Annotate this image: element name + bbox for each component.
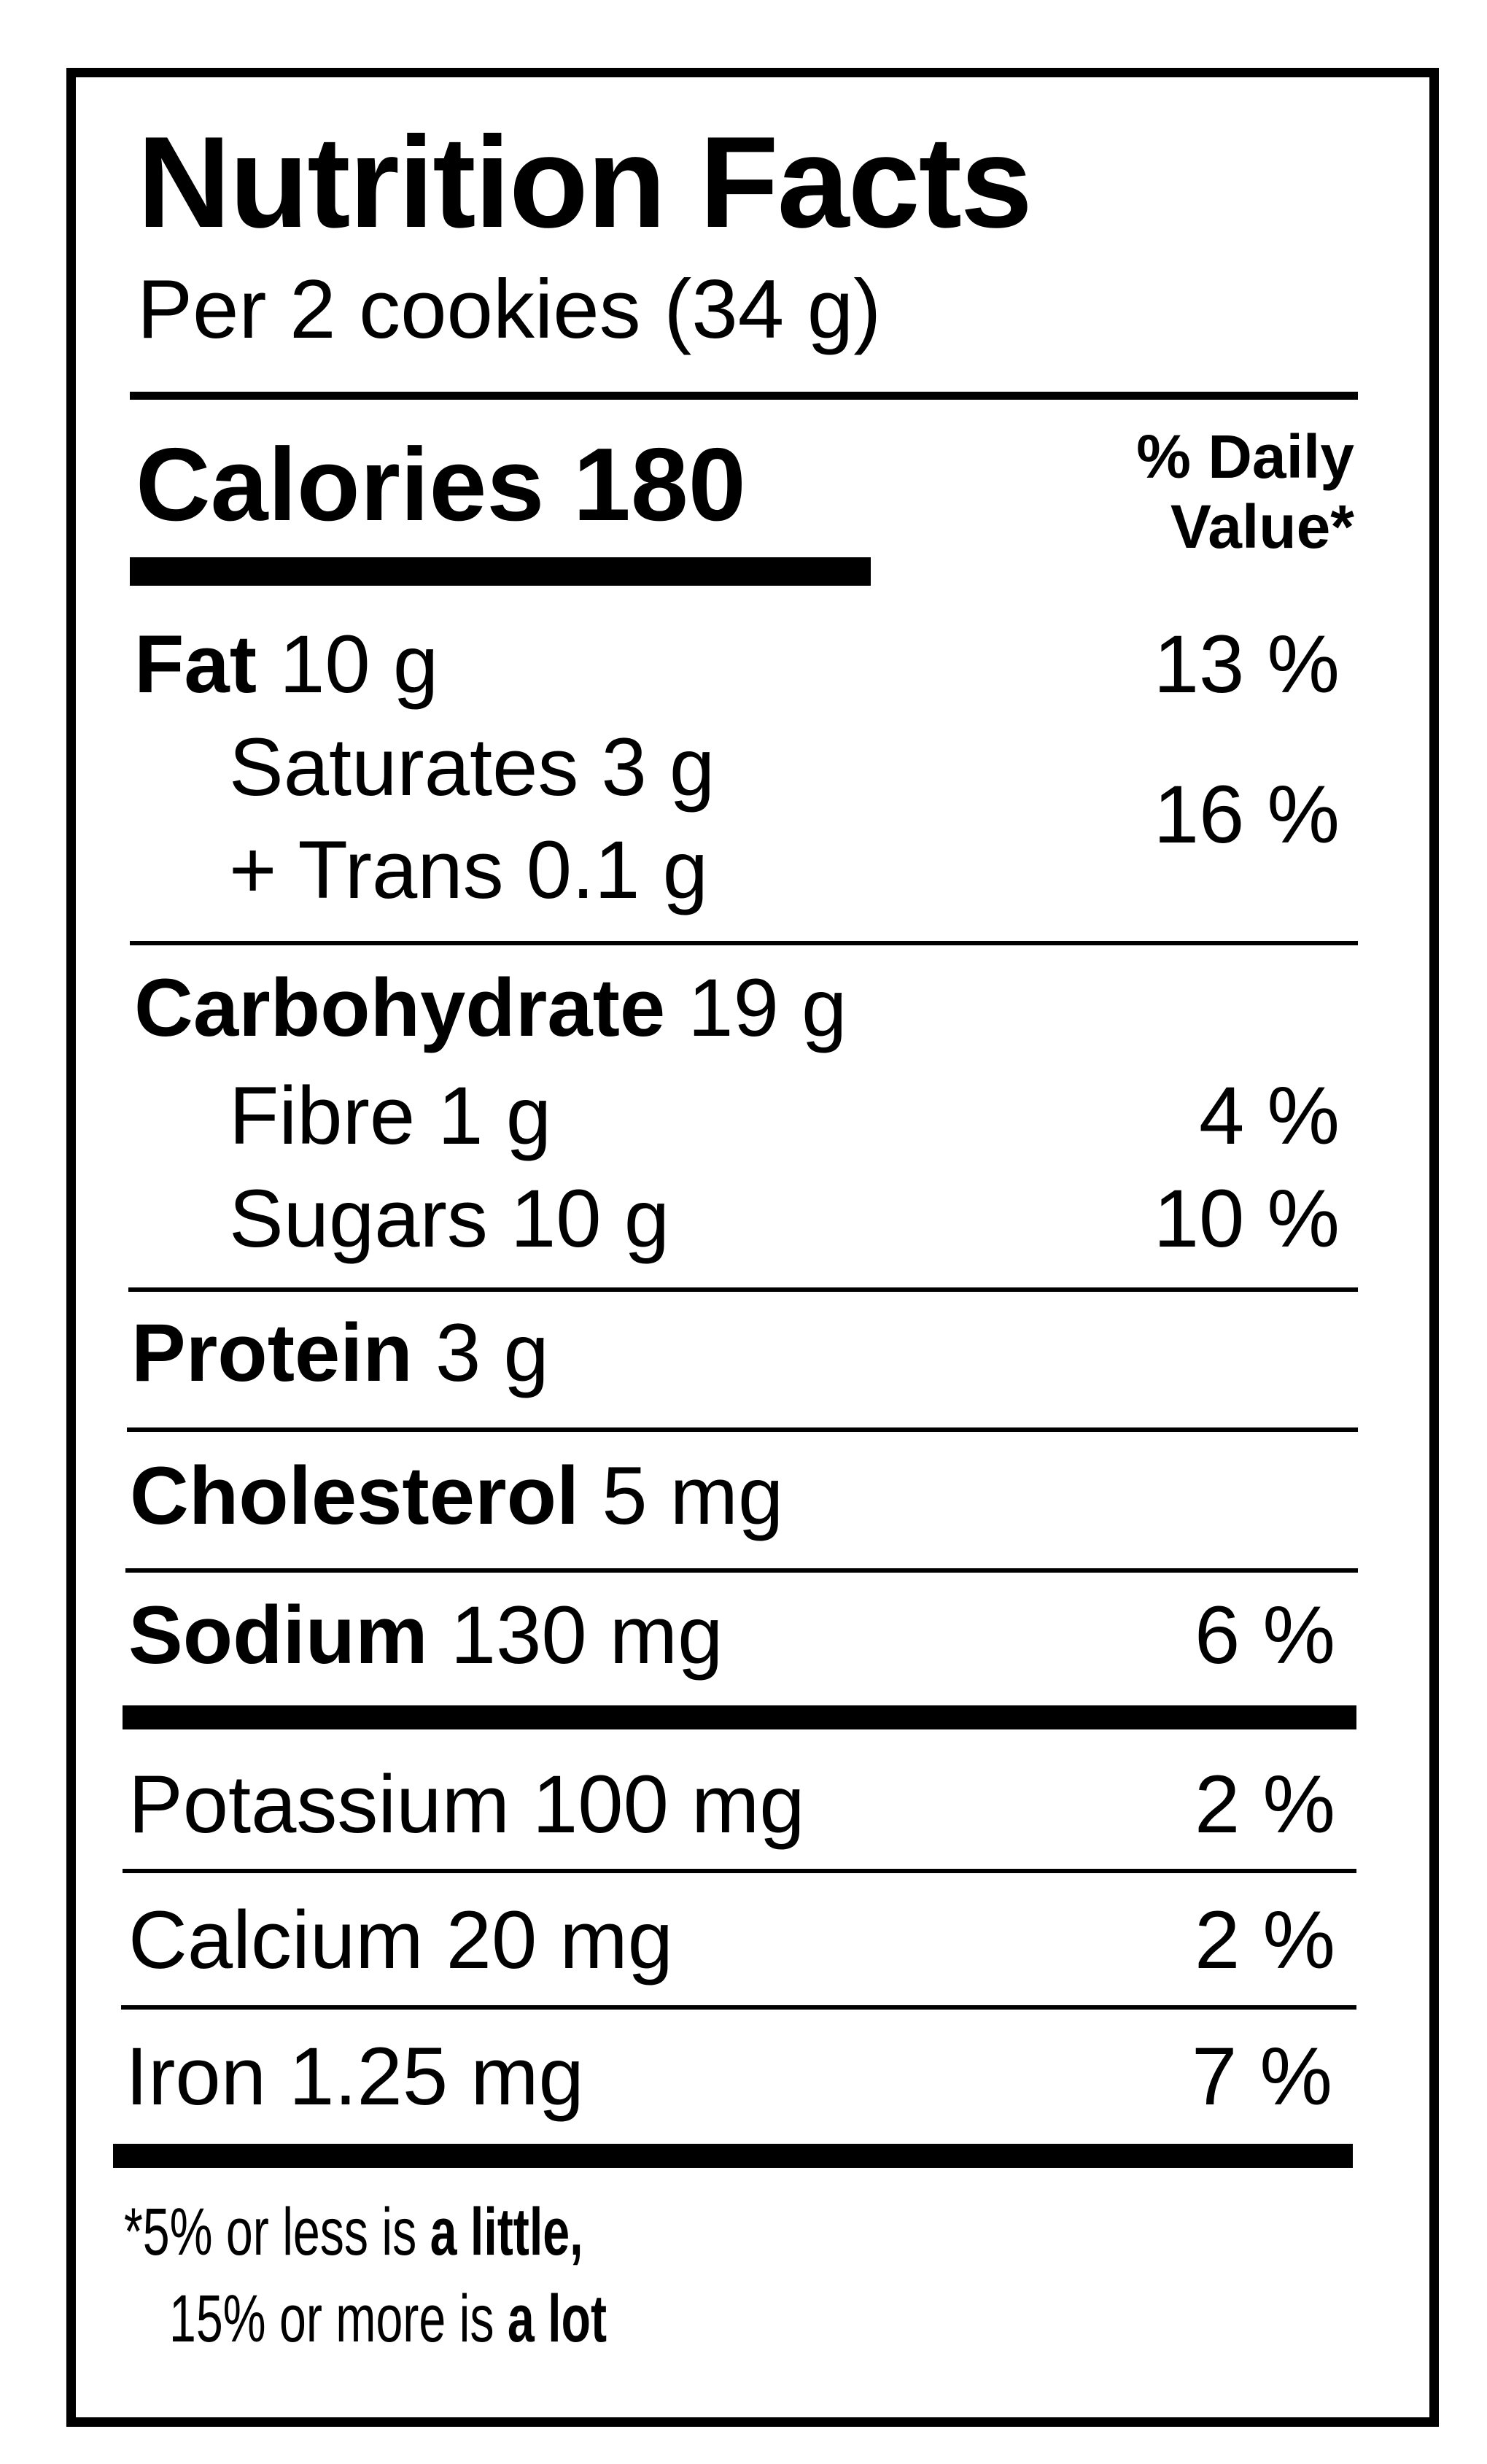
nutrient-name: Potassium bbox=[128, 1759, 510, 1850]
nutrient-name: Iron bbox=[125, 2031, 266, 2122]
nutrient-potassium: Potassium 100 mg bbox=[128, 1757, 805, 1852]
iron-dv: 7 % bbox=[1192, 2031, 1332, 2122]
calcium-dv: 2 % bbox=[1195, 1894, 1335, 1985]
nutrient-amount: 3 g bbox=[601, 721, 715, 813]
sodium-dv: 6 % bbox=[1195, 1589, 1335, 1681]
footnote-emphasis: a little bbox=[430, 2195, 570, 2269]
divider bbox=[121, 2005, 1356, 2010]
nutrient-amount: 5 mg bbox=[602, 1450, 784, 1541]
divider bbox=[130, 941, 1358, 945]
nutrient-name: Fat bbox=[134, 619, 257, 710]
nutrient-amount: 1.25 mg bbox=[289, 2031, 584, 2122]
serving-size: Per 2 cookies (34 g) bbox=[137, 263, 882, 356]
nutrient-amount: 10 g bbox=[510, 1173, 669, 1264]
dv-header-line2: Value* bbox=[1170, 492, 1354, 561]
thick-divider bbox=[123, 1705, 1356, 1729]
nutrient-name: Calcium bbox=[128, 1894, 424, 1985]
calories: Calories 180 bbox=[136, 430, 746, 540]
sugars-dv: 10 % bbox=[1153, 1173, 1340, 1264]
nutrition-label-border bbox=[66, 68, 1439, 2427]
thick-divider bbox=[113, 2144, 1353, 2168]
footnote-line-1: *5% or less is a little, bbox=[124, 2192, 583, 2272]
nutrient-name: Protein bbox=[131, 1307, 413, 1398]
divider bbox=[130, 392, 1358, 400]
footnote-line-2: 15% or more is a lot bbox=[169, 2279, 607, 2359]
nutrient-iron: Iron 1.25 mg bbox=[125, 2029, 584, 2124]
nutrient-fat: Fat 10 g bbox=[134, 617, 438, 712]
nutrient-fibre: Fibre 1 g bbox=[229, 1069, 551, 1163]
nutrient-sodium: Sodium 130 mg bbox=[128, 1588, 723, 1683]
footnote-text: *5% or less is bbox=[124, 2195, 430, 2269]
nutrient-amount: 10 g bbox=[279, 619, 439, 710]
potassium-dv: 2 % bbox=[1195, 1759, 1335, 1850]
nutrient-cholesterol: Cholesterol 5 mg bbox=[130, 1449, 783, 1543]
nutrient-name: Cholesterol bbox=[130, 1450, 580, 1541]
label-title: Nutrition Facts bbox=[137, 109, 1033, 255]
fibre-dv: 4 % bbox=[1199, 1070, 1340, 1161]
footnote-punctuation: , bbox=[570, 2195, 583, 2269]
nutrient-sugars: Sugars 10 g bbox=[229, 1171, 669, 1266]
calories-label: Calories bbox=[136, 427, 545, 543]
nutrient-name: + Trans bbox=[229, 824, 504, 915]
daily-value-header: % Daily Value* bbox=[1136, 422, 1354, 562]
nutrient-amount: 20 mg bbox=[446, 1894, 673, 1985]
divider bbox=[125, 1568, 1358, 1573]
footnote-text: 15% or more is bbox=[169, 2282, 508, 2356]
divider bbox=[123, 1869, 1356, 1873]
nutrient-name: Saturates bbox=[229, 721, 579, 813]
nutrient-amount: 19 g bbox=[688, 962, 847, 1053]
footnote-emphasis: a lot bbox=[507, 2282, 607, 2356]
nutrient-name: Fibre bbox=[229, 1070, 416, 1161]
divider bbox=[127, 1427, 1358, 1432]
fat-dv: 13 % bbox=[1153, 619, 1340, 710]
nutrient-amount: 100 mg bbox=[532, 1759, 805, 1850]
nutrient-carbohydrate: Carbohydrate 19 g bbox=[134, 961, 847, 1055]
nutrient-calcium: Calcium 20 mg bbox=[128, 1893, 673, 1988]
nutrient-name: Sodium bbox=[128, 1589, 428, 1681]
nutrient-saturates: Saturates 3 g bbox=[229, 720, 715, 815]
dv-header-line1: % Daily bbox=[1136, 422, 1354, 491]
calories-thick-bar bbox=[130, 557, 871, 586]
nutrient-amount: 1 g bbox=[438, 1070, 551, 1161]
divider bbox=[128, 1287, 1358, 1292]
nutrient-name: Sugars bbox=[229, 1173, 488, 1264]
nutrient-amount: 3 g bbox=[435, 1307, 549, 1398]
saturates-trans-dv: 16 % bbox=[1153, 769, 1340, 860]
nutrient-protein: Protein 3 g bbox=[131, 1306, 549, 1400]
calories-value: 180 bbox=[572, 427, 746, 543]
nutrient-trans: + Trans 0.1 g bbox=[229, 823, 708, 918]
nutrient-amount: 0.1 g bbox=[526, 824, 708, 915]
nutrient-amount: 130 mg bbox=[450, 1589, 723, 1681]
nutrient-name: Carbohydrate bbox=[134, 962, 666, 1053]
